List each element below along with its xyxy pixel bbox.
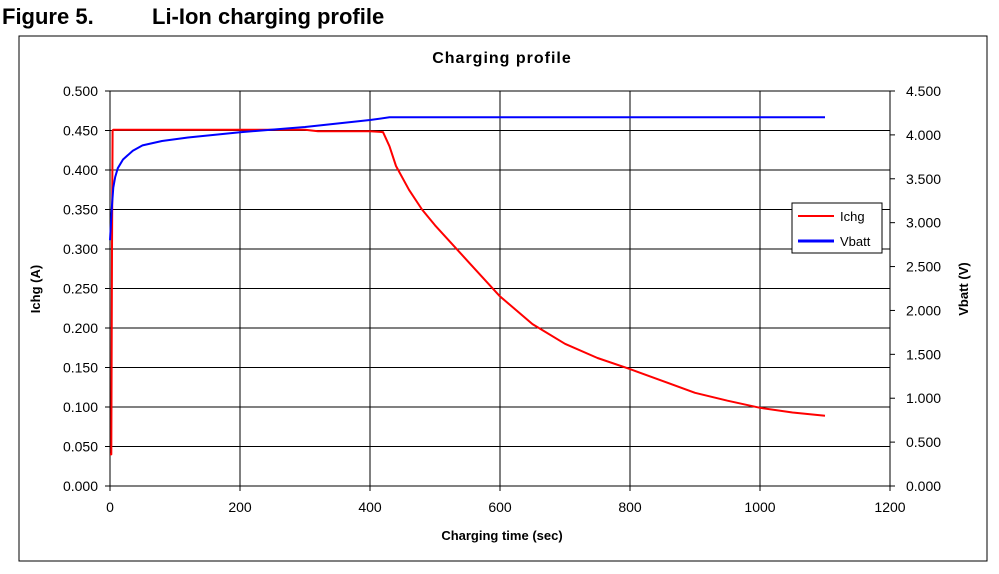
figure-label: Figure 5. [2, 4, 94, 29]
y-axis-right: 0.000 0.500 1.000 1.500 2.000 2.500 3.000 3.500… [890, 83, 941, 494]
series-line-vbatt [109, 116, 825, 241]
x-axis-label: Charging time (sec) [441, 528, 562, 543]
y-left-tick-label: 0.500 [63, 83, 98, 99]
y-right-tick-label: 1.500 [906, 346, 941, 362]
y-right-tick-label: 3.000 [906, 215, 941, 231]
chart-title: Charging profile [432, 50, 572, 67]
x-tick-label: 1000 [744, 499, 775, 515]
y-left-tick-label: 0.400 [63, 162, 98, 178]
x-axis: 0 200 400 600 800 1000 1200 [106, 486, 906, 515]
figure-title: Li-Ion charging profile [152, 4, 385, 29]
legend-label-vbatt: Vbatt [840, 234, 871, 249]
y-right-tick-label: 4.500 [906, 83, 941, 99]
y-left-tick-label: 0.050 [63, 439, 98, 455]
y-right-tick-label: 2.500 [906, 259, 941, 275]
y-left-tick-label: 0.450 [63, 123, 98, 139]
y-left-tick-label: 0.150 [63, 360, 98, 376]
y-right-tick-label: 3.500 [906, 171, 941, 187]
y-left-tick-label: 0.250 [63, 281, 98, 297]
y-right-tick-label: 0.000 [906, 478, 941, 494]
x-tick-label: 1200 [874, 499, 905, 515]
y-right-tick-label: 0.500 [906, 434, 941, 450]
y-left-tick-label: 0.200 [63, 320, 98, 336]
y-axis-right-label: Vbatt (V) [956, 262, 971, 315]
legend-label-ichg: Ichg [840, 209, 865, 224]
y-left-tick-label: 0.000 [63, 478, 98, 494]
y-axis-left-label: Ichg (A) [28, 265, 43, 313]
legend: Ichg Vbatt [791, 202, 883, 254]
y-right-tick-label: 4.000 [906, 127, 941, 143]
legend-box [791, 202, 883, 254]
x-tick-label: 200 [228, 499, 252, 515]
y-left-tick-label: 0.350 [63, 202, 98, 218]
series-line-ichg [110, 128, 826, 456]
series-lines [109, 116, 826, 456]
y-left-tick-label: 0.100 [63, 399, 98, 415]
y-left-tick-label: 0.300 [63, 241, 98, 257]
x-tick-label: 600 [488, 499, 512, 515]
y-axis-left: 0.000 0.050 0.100 0.150 0.200 0.250 0.300 0.350… [63, 83, 110, 494]
x-tick-label: 800 [618, 499, 642, 515]
x-tick-label: 400 [358, 499, 382, 515]
y-right-tick-label: 2.000 [906, 302, 941, 318]
x-tick-label: 0 [106, 499, 114, 515]
y-right-tick-label: 1.000 [906, 390, 941, 406]
